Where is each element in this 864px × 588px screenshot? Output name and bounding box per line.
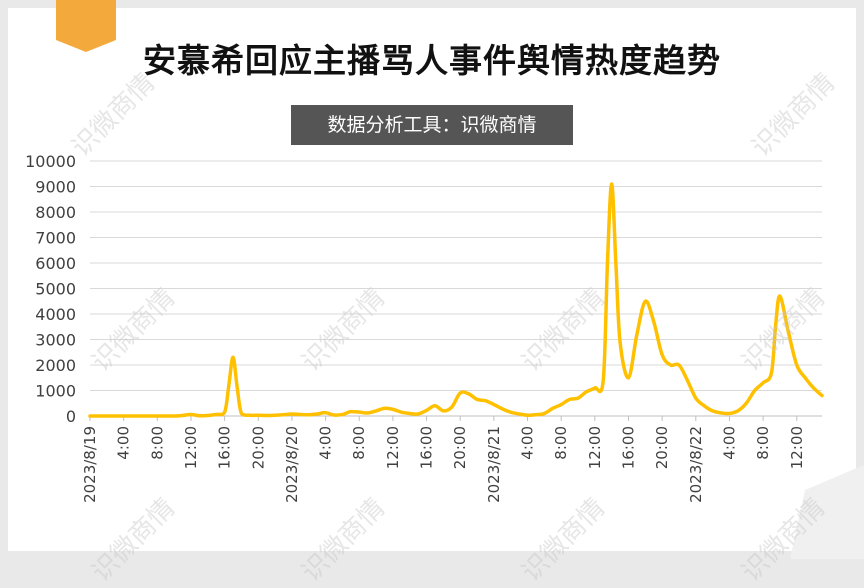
- x-tick-label: 12:00: [788, 426, 806, 469]
- y-tick-label: 3000: [35, 331, 76, 350]
- series-line: [88, 182, 824, 418]
- x-tick-label: 12:00: [384, 426, 402, 469]
- x-tick-label: 16:00: [216, 426, 234, 469]
- page-curl-decoration: [790, 465, 864, 559]
- x-tick-label: 4:00: [519, 426, 537, 460]
- x-tick-label: 2023/8/19: [81, 426, 99, 503]
- x-tick-label: 20:00: [451, 426, 469, 469]
- chart-title: 安慕希回应主播骂人事件舆情热度趋势: [143, 41, 721, 80]
- y-tick-label: 0: [66, 407, 76, 426]
- x-tick-label: 4:00: [115, 426, 133, 460]
- y-axis-tick-labels: 0 1000 2000 3000 4000 5000 6000 7000 8000 9000 100…: [25, 152, 76, 426]
- x-tick-label: 4:00: [720, 426, 738, 460]
- x-tick-label: 20:00: [653, 426, 671, 469]
- x-tick-label: 2023/8/22: [687, 426, 705, 503]
- y-tick-label: 4000: [35, 305, 76, 324]
- chart-subtitle: 数据分析工具：识微商情: [291, 105, 573, 145]
- x-tick-label: 16:00: [418, 426, 436, 469]
- x-tick-label: 4:00: [317, 426, 335, 460]
- chart-card: [8, 8, 856, 551]
- y-tick-label: 10000: [25, 152, 76, 171]
- ribbon-decoration: [56, 0, 116, 52]
- x-tick-label: 12:00: [586, 426, 604, 469]
- y-tick-label: 8000: [35, 203, 76, 222]
- series-group: [88, 182, 824, 418]
- x-tick-label: 20:00: [249, 426, 267, 469]
- y-tick-label: 5000: [35, 280, 76, 299]
- x-tick-label: 16:00: [619, 426, 637, 469]
- x-tick-label: 2023/8/21: [485, 426, 503, 503]
- y-tick-label: 9000: [35, 178, 76, 197]
- x-tick-label: 8:00: [350, 426, 368, 460]
- x-tick-label: 12:00: [182, 426, 200, 469]
- line-chart: 0 1000 2000 3000 4000 5000 6000 7000 8000 9000 100…: [25, 152, 864, 559]
- x-tick-label: 2023/8/20: [283, 426, 301, 503]
- x-tick-label: 8:00: [148, 426, 166, 460]
- y-tick-label: 2000: [35, 356, 76, 375]
- gridlines: [90, 160, 822, 391]
- x-axis-tick-labels: 2023/8/19 4:00 8:00 12:00 16:00 20:00 2023/8/2…: [81, 426, 806, 503]
- y-tick-label: 1000: [35, 382, 76, 401]
- y-tick-label: 7000: [35, 229, 76, 248]
- x-tick-label: 8:00: [552, 426, 570, 460]
- y-tick-label: 6000: [35, 254, 76, 273]
- x-tick-label: 8:00: [754, 426, 772, 460]
